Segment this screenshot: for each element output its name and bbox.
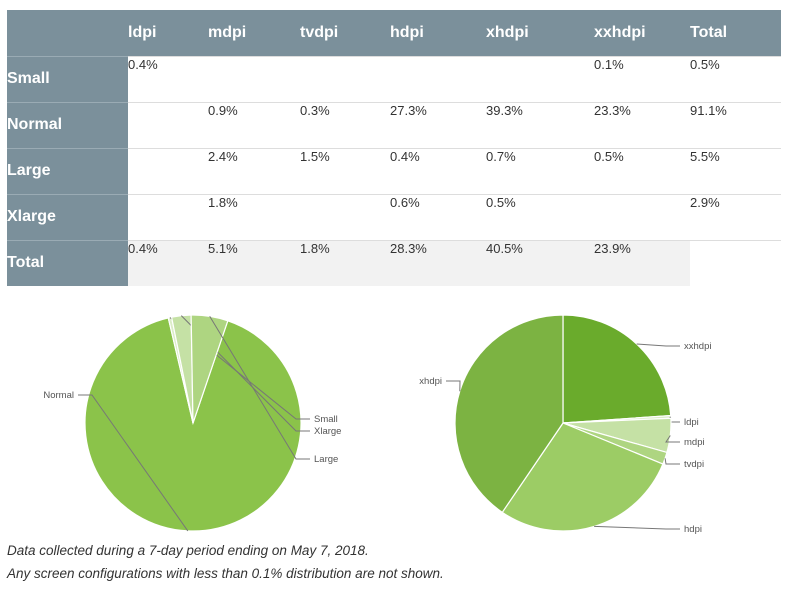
table-cell: 0.6% bbox=[390, 193, 486, 240]
row-header: Normal bbox=[7, 101, 128, 148]
slice-label-xhdpi: xhdpi bbox=[419, 376, 442, 387]
leader-line-normal bbox=[78, 394, 189, 532]
table-cell: 2.4% bbox=[208, 147, 300, 194]
table-cell: 0.5% bbox=[486, 193, 594, 240]
slice-label-hdpi: hdpi bbox=[684, 524, 702, 535]
pie-chart-2: xxhdpi ldpi mdpi tvdpi hdpi xhdpi bbox=[419, 314, 711, 535]
table-cell bbox=[128, 193, 208, 240]
table-cell bbox=[300, 55, 390, 102]
table-cell: 0.5% bbox=[594, 147, 690, 194]
table-cell bbox=[128, 101, 208, 148]
table-cell: 1.8% bbox=[300, 239, 390, 286]
table-cell: 0.4% bbox=[390, 147, 486, 194]
leader-line-mdpi bbox=[665, 435, 680, 443]
slice-label-large: Large bbox=[314, 454, 338, 465]
table-cell: 0.1% bbox=[594, 55, 690, 102]
row-header: Large bbox=[7, 147, 128, 194]
table-cell: 91.1% bbox=[690, 101, 781, 148]
pie-slice-xxhdpi bbox=[562, 314, 672, 424]
table-row: Small 0.4% 0.1% 0.5% bbox=[7, 55, 781, 102]
leader-line-tvdpi bbox=[664, 458, 680, 465]
table-cell: 0.4% bbox=[128, 239, 208, 286]
column-header: Total bbox=[690, 10, 781, 56]
table-cell: 0.3% bbox=[300, 101, 390, 148]
column-header: mdpi bbox=[208, 10, 300, 56]
table-row: Normal 0.9% 0.3% 27.3% 39.3% 23.3% 91.1% bbox=[7, 101, 781, 148]
table-header-row: ldpi mdpi tvdpi hdpi xhdpi xxhdpi Total bbox=[7, 10, 781, 56]
column-header: tvdpi bbox=[300, 10, 390, 56]
column-header: hdpi bbox=[390, 10, 486, 56]
table-cell: 0.4% bbox=[128, 55, 208, 102]
pie-slice-hdpi bbox=[501, 422, 664, 532]
table-cell bbox=[300, 193, 390, 240]
table-cell: 39.3% bbox=[486, 101, 594, 148]
table-cell bbox=[594, 193, 690, 240]
leader-line-xlarge bbox=[180, 315, 310, 432]
table-cell: 0.7% bbox=[486, 147, 594, 194]
table-cell bbox=[128, 147, 208, 194]
slice-label-small: Small bbox=[314, 414, 338, 425]
column-header: xxhdpi bbox=[594, 10, 690, 56]
slice-label-mdpi: mdpi bbox=[684, 437, 705, 448]
table-cell: 27.3% bbox=[390, 101, 486, 148]
footnote: Data collected during a 7-day period end… bbox=[7, 543, 369, 558]
row-header: Xlarge bbox=[7, 193, 128, 240]
table-cell bbox=[690, 239, 781, 286]
column-header bbox=[7, 10, 128, 56]
slice-label-normal: Normal bbox=[43, 390, 74, 401]
leader-line-xhdpi bbox=[446, 380, 461, 392]
table-cell: 5.1% bbox=[208, 239, 300, 286]
leader-line-large bbox=[209, 316, 310, 460]
table-row-total: Total 0.4% 5.1% 1.8% 28.3% 40.5% 23.9% bbox=[7, 239, 781, 286]
table-cell: 23.9% bbox=[594, 239, 690, 286]
table-row: Large 2.4% 1.5% 0.4% 0.7% 0.5% 5.5% bbox=[7, 147, 781, 194]
table-cell: 1.8% bbox=[208, 193, 300, 240]
table-row: Xlarge 1.8% 0.6% 0.5% 2.9% bbox=[7, 193, 781, 240]
table-cell: 1.5% bbox=[300, 147, 390, 194]
table-cell bbox=[208, 55, 300, 102]
slice-label-xlarge: Xlarge bbox=[314, 426, 341, 437]
table-cell bbox=[390, 55, 486, 102]
table-cell bbox=[486, 55, 594, 102]
slice-label-xxhdpi: xxhdpi bbox=[684, 341, 711, 352]
column-header: ldpi bbox=[128, 10, 208, 56]
row-header: Total bbox=[7, 239, 128, 286]
leader-line-xxhdpi bbox=[636, 343, 680, 347]
table-cell: 2.9% bbox=[690, 193, 781, 240]
table-cell: 40.5% bbox=[486, 239, 594, 286]
table-cell: 23.3% bbox=[594, 101, 690, 148]
column-header: xhdpi bbox=[486, 10, 594, 56]
slice-label-ldpi: ldpi bbox=[684, 417, 699, 428]
slice-label-tvdpi: tvdpi bbox=[684, 459, 704, 470]
table-cell: 0.5% bbox=[690, 55, 781, 102]
table-cell: 5.5% bbox=[690, 147, 781, 194]
row-header: Small bbox=[7, 55, 128, 102]
table-cell: 0.9% bbox=[208, 101, 300, 148]
footnote: Any screen configurations with less than… bbox=[7, 566, 444, 581]
table-cell: 28.3% bbox=[390, 239, 486, 286]
distribution-table: ldpi mdpi tvdpi hdpi xhdpi xxhdpi Total … bbox=[7, 10, 781, 286]
pie-slice-xhdpi bbox=[454, 314, 564, 514]
leader-line-hdpi bbox=[594, 525, 680, 530]
